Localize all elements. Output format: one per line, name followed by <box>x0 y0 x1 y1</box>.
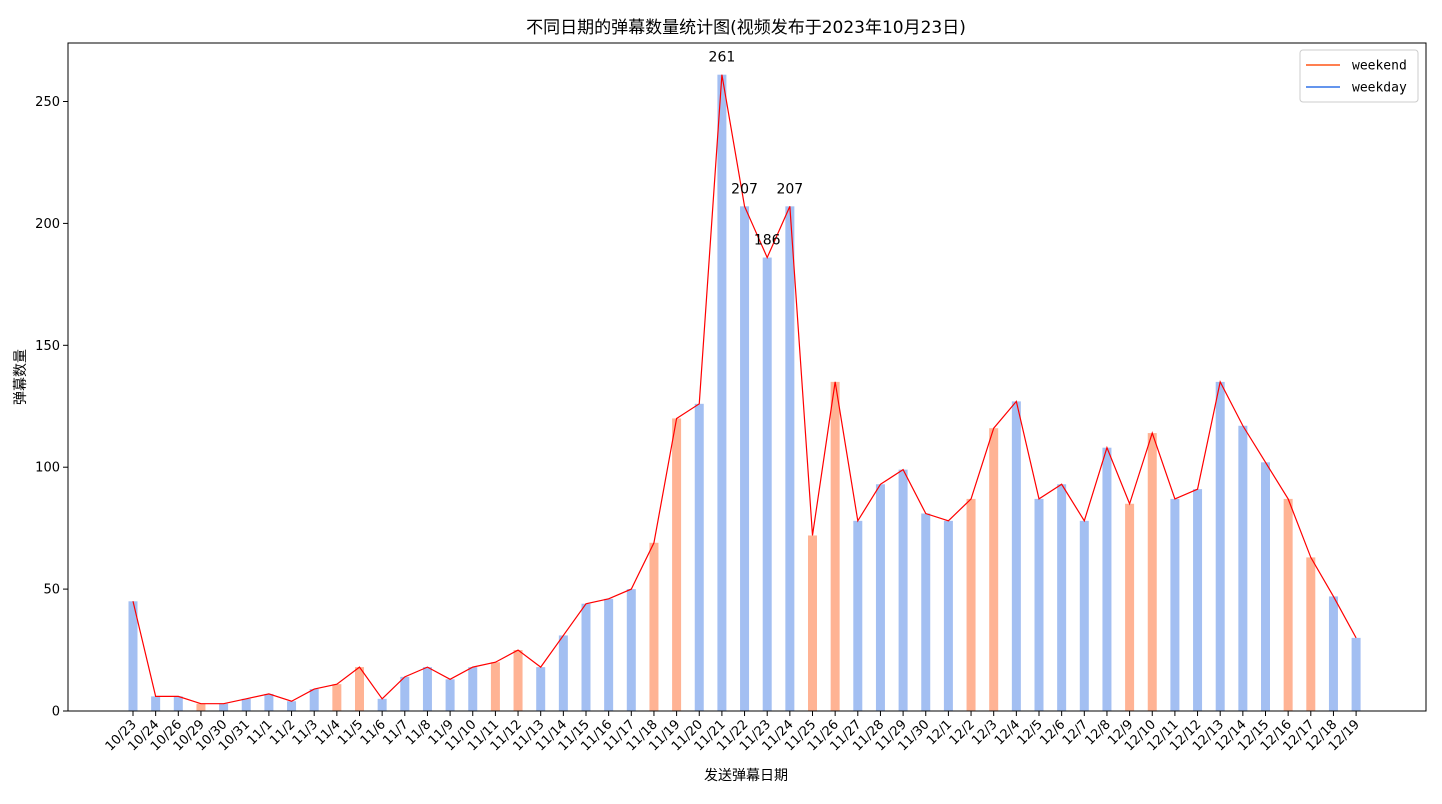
bar-12-9 <box>1125 504 1134 711</box>
bar-12-5 <box>1035 499 1044 711</box>
y-tick-label: 200 <box>35 217 60 232</box>
bar-11-14 <box>559 635 568 711</box>
bar-12-10 <box>1148 433 1157 711</box>
bar-11-11 <box>491 662 500 711</box>
legend: weekend weekday <box>1300 50 1418 102</box>
bar-11-17 <box>627 589 636 711</box>
plot-area: 05010015020025010/2310/2410/2610/2910/30… <box>35 50 1363 755</box>
bar-11-22 <box>740 206 749 711</box>
bar-11-6 <box>378 699 387 711</box>
bar-11-19 <box>672 418 681 711</box>
bar-12-3 <box>989 428 998 711</box>
bar-11-26 <box>831 382 840 711</box>
bar-11-12 <box>514 650 523 711</box>
bar-12-14 <box>1238 426 1247 711</box>
bar-11-16 <box>604 599 613 711</box>
y-axis-label: 弹幕数量 <box>13 349 29 405</box>
bar-12-12 <box>1193 489 1202 711</box>
bar-11-5 <box>355 667 364 711</box>
y-tick-label: 0 <box>52 705 60 720</box>
bar-11-25 <box>808 535 817 711</box>
bar-12-11 <box>1170 499 1179 711</box>
bar-11-23 <box>763 258 772 711</box>
bar-11-2 <box>287 701 296 711</box>
y-tick-label: 50 <box>43 583 60 598</box>
y-tick-label: 150 <box>35 339 60 354</box>
bar-11-13 <box>536 667 545 711</box>
bar-12-16 <box>1284 499 1293 711</box>
bar-10-24 <box>151 696 160 711</box>
bar-11-21 <box>717 75 726 711</box>
bar-12-13 <box>1216 382 1225 711</box>
bar-11-9 <box>446 679 455 711</box>
bar-10-29 <box>196 704 205 711</box>
bar-11-4 <box>332 684 341 711</box>
bar-11-30 <box>921 514 930 711</box>
bar-11-18 <box>649 543 658 711</box>
bar-11-7 <box>400 677 409 711</box>
x-axis-label: 发送弹幕日期 <box>704 768 788 784</box>
data-label: 207 <box>776 181 803 197</box>
bar-12-19 <box>1352 638 1361 711</box>
bar-12-7 <box>1080 521 1089 711</box>
data-label: 207 <box>731 181 758 197</box>
bar-12-2 <box>967 499 976 711</box>
bar-11-8 <box>423 667 432 711</box>
data-label: 261 <box>709 50 736 66</box>
y-tick-label: 100 <box>35 461 60 476</box>
bar-11-15 <box>582 604 591 711</box>
legend-label-weekday: weekday <box>1352 81 1407 96</box>
bar-11-27 <box>853 521 862 711</box>
bar-10-30 <box>219 704 228 711</box>
y-tick-label: 250 <box>35 95 60 110</box>
bar-11-10 <box>468 667 477 711</box>
bar-11-29 <box>899 470 908 711</box>
bar-11-28 <box>876 484 885 711</box>
bar-12-18 <box>1329 596 1338 711</box>
bar-10-26 <box>174 696 183 711</box>
bar-12-15 <box>1261 462 1270 711</box>
bar-12-4 <box>1012 401 1021 711</box>
legend-label-weekend: weekend <box>1352 59 1407 74</box>
bar-11-1 <box>264 694 273 711</box>
bar-12-6 <box>1057 484 1066 711</box>
bar-11-24 <box>785 206 794 711</box>
chart-title: 不同日期的弹幕数量统计图(视频发布于2023年10月23日) <box>526 18 966 38</box>
bar-12-8 <box>1102 448 1111 711</box>
bar-11-20 <box>695 404 704 711</box>
bar-12-17 <box>1306 557 1315 711</box>
bar-10-31 <box>242 699 251 711</box>
data-label: 186 <box>754 233 781 249</box>
bar-11-3 <box>310 689 319 711</box>
bar-12-1 <box>944 521 953 711</box>
bar-10-23 <box>129 601 138 711</box>
